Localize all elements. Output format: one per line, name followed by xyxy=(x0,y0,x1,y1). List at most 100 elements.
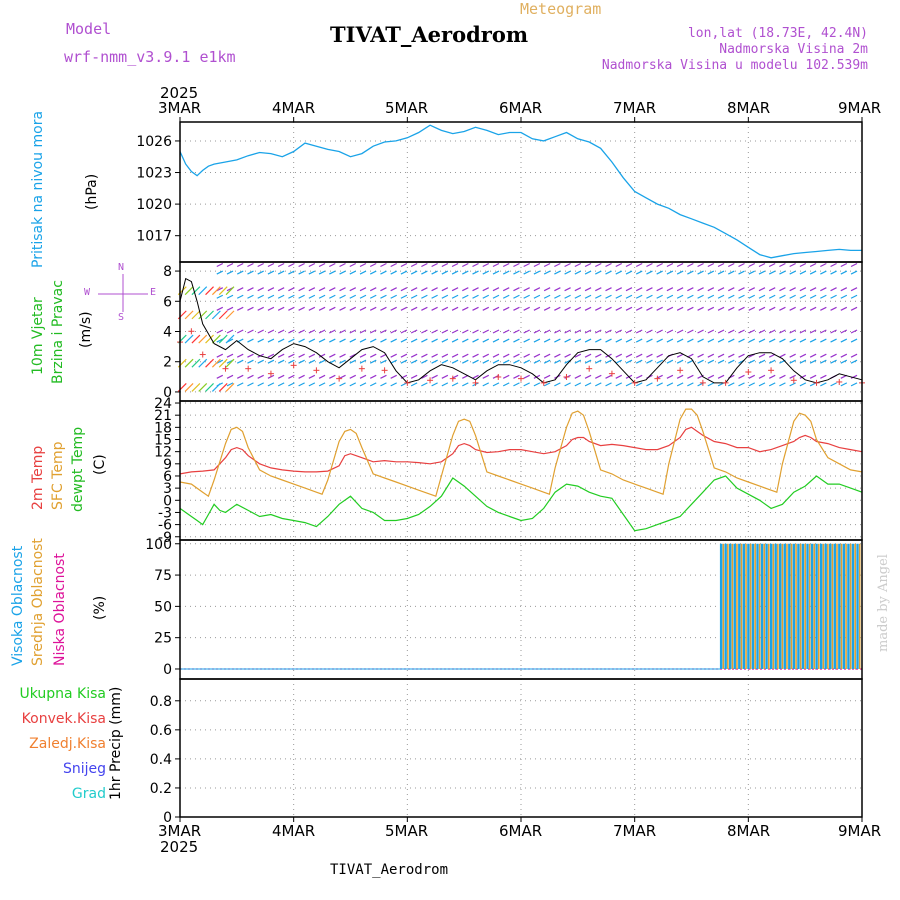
mid-cloud-bar xyxy=(781,543,784,669)
wind-arrow xyxy=(574,306,582,311)
wind-arrow xyxy=(799,338,807,343)
wind-arrow xyxy=(267,294,275,299)
wind-arrow xyxy=(226,262,234,268)
wind-arrow xyxy=(308,359,316,364)
wind-arrow xyxy=(451,294,459,299)
wind-arrow xyxy=(799,374,807,379)
wind-arrow xyxy=(308,353,316,358)
tick-top-5: 8MAR xyxy=(727,99,771,117)
wind-arrow xyxy=(533,338,541,343)
y-tick-label: 15 xyxy=(154,432,172,448)
wind-arrow xyxy=(574,353,582,358)
wind-arrow xyxy=(676,294,684,299)
wind-arrow xyxy=(840,270,848,275)
wind-arrow xyxy=(564,338,571,343)
wind-arrow xyxy=(707,374,715,379)
wind-arrow xyxy=(236,329,244,334)
wind-arrow xyxy=(687,329,694,334)
wind-arrow xyxy=(779,329,786,334)
wind-arrow xyxy=(809,329,817,334)
wind-arrow xyxy=(717,294,725,299)
wind-arrow xyxy=(717,374,725,379)
wind-arrow xyxy=(799,359,807,364)
wind-arrow xyxy=(298,262,305,268)
wind-arrow xyxy=(676,287,684,292)
wind-arrow xyxy=(656,262,663,268)
y-tick-label: 1017 xyxy=(136,229,172,245)
mid-cloud-bar xyxy=(790,543,793,669)
wind-arrow xyxy=(820,270,827,275)
wind-arrow xyxy=(492,294,500,299)
wind-arrow xyxy=(359,294,367,299)
wind-arrow xyxy=(462,262,469,268)
wind-arrow xyxy=(554,329,561,334)
wind-arrow xyxy=(625,329,633,334)
wind-arrow xyxy=(226,329,234,334)
high-cloud-bar xyxy=(851,543,855,669)
wind-arrow xyxy=(441,338,449,343)
wind-arrow xyxy=(318,353,326,358)
wind-arrow xyxy=(635,262,643,268)
wind-arrow xyxy=(850,338,858,343)
wind-arrow xyxy=(554,287,561,292)
wind-arrow xyxy=(329,270,336,275)
lonlat-label: lon,lat (18.73E, 42.4N) xyxy=(687,26,868,41)
wind-arrow xyxy=(349,382,357,387)
wind-arrow xyxy=(380,306,387,311)
wind-arrow xyxy=(758,287,766,292)
wind-arrow xyxy=(646,329,653,334)
wind-arrow xyxy=(717,287,725,292)
wind-arrow xyxy=(543,382,551,387)
mid-cloud-bar xyxy=(749,543,752,669)
wind-arrow xyxy=(615,287,623,292)
wind-arrow xyxy=(738,262,745,268)
wind-arrow xyxy=(318,262,326,268)
wind-arrow xyxy=(513,374,520,379)
mid-cloud-bar xyxy=(754,543,756,669)
wind-arrow xyxy=(329,294,336,299)
wind-arrow xyxy=(840,382,848,387)
wind-arrow-early xyxy=(211,334,221,344)
wind-arrow xyxy=(676,329,684,334)
wind-arrow xyxy=(687,270,694,275)
wind-arrow xyxy=(768,262,776,268)
wind-arrow xyxy=(646,262,653,268)
wind-arrow xyxy=(472,306,479,311)
wind-arrow xyxy=(850,262,858,268)
wind-arrow xyxy=(216,353,224,358)
wind-arrow xyxy=(717,306,725,311)
wind-arrow xyxy=(288,287,295,292)
mid-cloud-bar xyxy=(840,543,843,669)
wind-arrow xyxy=(216,338,224,343)
wind-arrow xyxy=(216,270,224,275)
high-cloud-bar xyxy=(760,543,764,669)
wind-arrow xyxy=(748,287,756,292)
wind-arrow xyxy=(298,353,305,358)
wind-arrow xyxy=(451,353,459,358)
wind-arrow xyxy=(830,270,837,275)
wind-arrow xyxy=(523,338,530,343)
wind-arrow xyxy=(329,382,336,387)
wind-arrow xyxy=(236,359,244,364)
wind-arrow xyxy=(635,270,643,275)
high-cloud-bar xyxy=(779,543,782,669)
wind-arrow xyxy=(257,306,264,311)
wind-arrow xyxy=(502,294,510,299)
wind-arrow xyxy=(421,306,428,311)
wind-arrow-early xyxy=(225,310,235,320)
wind-arrow xyxy=(349,374,357,379)
wind-arrow xyxy=(267,270,275,275)
wind-arrow xyxy=(329,374,336,379)
wind-arrow xyxy=(236,287,244,292)
wind-arrow xyxy=(595,329,602,334)
wind-arrow xyxy=(840,306,848,311)
wind-arrow xyxy=(431,306,438,311)
model-altitude-label: Nadmorska Visina u modelu 102.539m xyxy=(601,58,868,73)
high-cloud-bar xyxy=(747,543,750,669)
wind-arrow xyxy=(236,382,244,387)
wind-arrow xyxy=(472,294,479,299)
wind-arrow xyxy=(574,359,582,364)
wind-arrow xyxy=(564,306,571,311)
wind-arrow xyxy=(482,382,490,387)
wind-arrow xyxy=(687,262,694,268)
